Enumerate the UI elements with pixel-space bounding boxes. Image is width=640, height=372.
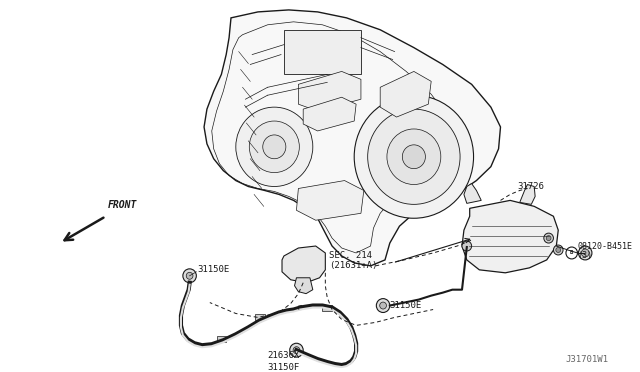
Circle shape bbox=[403, 145, 426, 169]
Circle shape bbox=[376, 299, 390, 312]
Polygon shape bbox=[464, 183, 481, 203]
Circle shape bbox=[556, 247, 561, 253]
Circle shape bbox=[554, 245, 563, 255]
Polygon shape bbox=[520, 185, 535, 204]
FancyBboxPatch shape bbox=[255, 314, 265, 320]
Polygon shape bbox=[298, 71, 361, 111]
FancyBboxPatch shape bbox=[284, 30, 361, 74]
Circle shape bbox=[380, 302, 387, 309]
FancyBboxPatch shape bbox=[216, 336, 226, 342]
Polygon shape bbox=[462, 201, 558, 273]
Text: B: B bbox=[570, 250, 573, 256]
Circle shape bbox=[387, 129, 441, 185]
Circle shape bbox=[250, 121, 300, 173]
Circle shape bbox=[290, 343, 303, 357]
Polygon shape bbox=[380, 71, 431, 117]
Text: SEC. 214: SEC. 214 bbox=[329, 251, 372, 260]
Circle shape bbox=[263, 135, 286, 159]
Text: (21631+A): (21631+A) bbox=[329, 262, 378, 270]
Polygon shape bbox=[296, 180, 364, 220]
Circle shape bbox=[293, 347, 300, 354]
Text: 31150E: 31150E bbox=[197, 265, 230, 274]
Circle shape bbox=[354, 95, 474, 218]
Polygon shape bbox=[303, 97, 356, 131]
Text: J31701W1: J31701W1 bbox=[565, 355, 608, 363]
Text: FRONT: FRONT bbox=[108, 200, 137, 210]
Circle shape bbox=[367, 109, 460, 204]
Circle shape bbox=[236, 107, 313, 186]
Circle shape bbox=[462, 241, 472, 251]
Circle shape bbox=[186, 272, 193, 279]
Circle shape bbox=[579, 246, 592, 260]
Polygon shape bbox=[204, 10, 500, 266]
Circle shape bbox=[546, 235, 551, 241]
Text: 08120-B451E: 08120-B451E bbox=[577, 241, 632, 250]
Polygon shape bbox=[294, 278, 313, 294]
Text: 31726: 31726 bbox=[518, 182, 545, 191]
FancyBboxPatch shape bbox=[323, 305, 332, 311]
Circle shape bbox=[544, 233, 554, 243]
Text: (3): (3) bbox=[577, 251, 593, 260]
Circle shape bbox=[581, 249, 589, 257]
Circle shape bbox=[566, 247, 577, 259]
Text: 21636X: 21636X bbox=[268, 351, 300, 360]
Text: 31150E: 31150E bbox=[390, 301, 422, 310]
Polygon shape bbox=[282, 246, 325, 283]
Text: 31150F: 31150F bbox=[268, 363, 300, 372]
Circle shape bbox=[183, 269, 196, 283]
